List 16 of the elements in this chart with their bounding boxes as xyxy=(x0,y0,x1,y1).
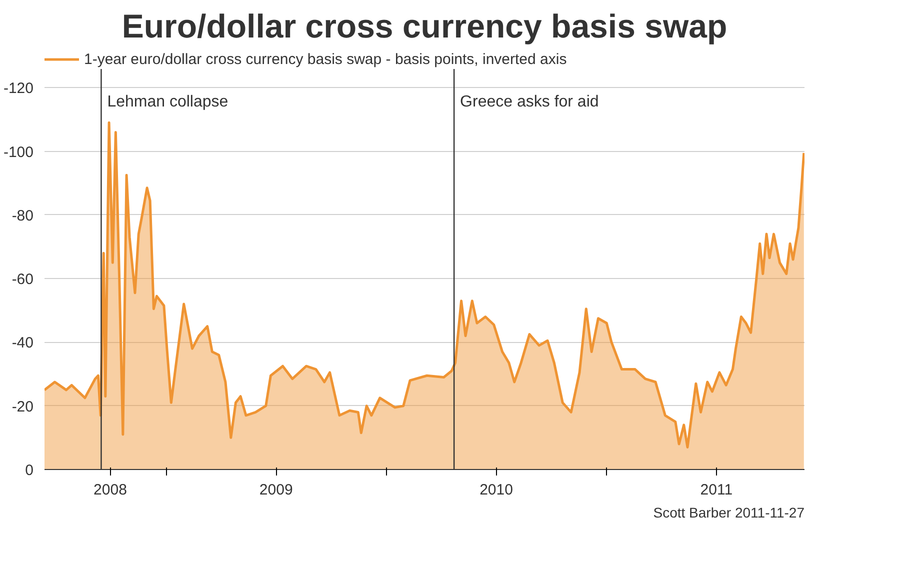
ref-line-label: Greece asks for aid xyxy=(460,94,599,111)
y-tick-label: 0 xyxy=(25,462,34,479)
x-tick-label: 2010 xyxy=(480,482,513,498)
y-tick-label: -100 xyxy=(3,144,34,161)
y-tick-label: -120 xyxy=(3,80,34,98)
text: Scott Barber 2011-11-27 xyxy=(653,504,805,520)
y-tick-label: -60 xyxy=(12,271,34,288)
ref-line-label: Lehman collapse xyxy=(107,94,228,111)
x-tick-label: 2008 xyxy=(94,482,127,498)
y-tick-label: -40 xyxy=(12,334,34,352)
y-tick-label: -20 xyxy=(12,398,34,416)
x-tick-label: 2009 xyxy=(259,482,293,498)
x-tick-label: 2011 xyxy=(700,482,733,498)
legend-label: 1-year euro/dollar cross currency basis swap - basis points, inverted axis xyxy=(84,50,567,68)
y-tick-label: -80 xyxy=(12,207,34,224)
chart-title: Euro/dollar cross currency basis swap xyxy=(122,8,728,44)
